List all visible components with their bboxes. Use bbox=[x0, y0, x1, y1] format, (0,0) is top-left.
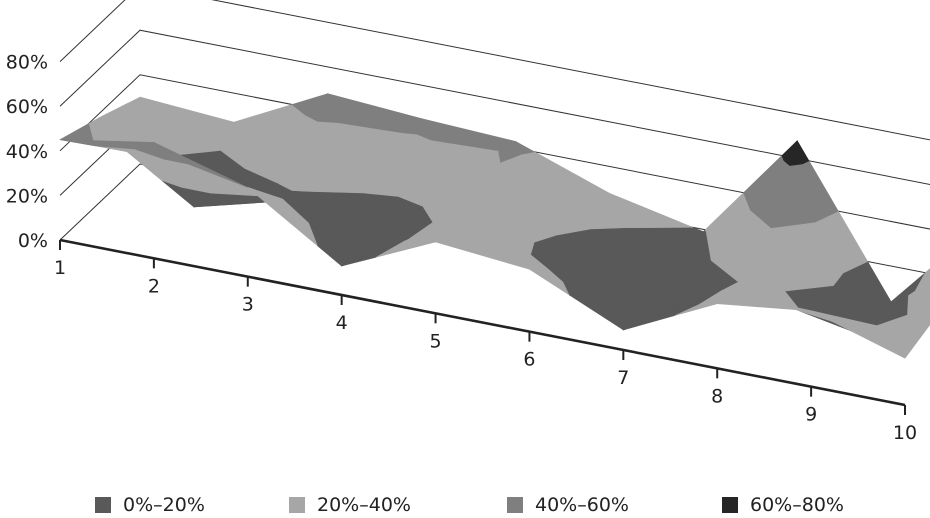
surface-patch bbox=[153, 142, 249, 188]
legend-item-60-80: 60%–80% bbox=[722, 492, 844, 518]
y-tick-label: 80% bbox=[6, 52, 48, 74]
surface-patch bbox=[674, 303, 718, 316]
x-tick-label: 6 bbox=[523, 349, 535, 371]
surface-patch bbox=[716, 303, 812, 312]
x-tick-label: 4 bbox=[336, 312, 348, 334]
surface-patch bbox=[416, 118, 432, 141]
surface-patch bbox=[529, 268, 570, 296]
x-tick-label: 5 bbox=[430, 330, 442, 352]
y-tick-label: 20% bbox=[6, 185, 48, 207]
surface-patch bbox=[59, 139, 155, 150]
surface-patch bbox=[375, 239, 436, 258]
legend-swatch-20-40 bbox=[289, 497, 305, 513]
surface-patch bbox=[317, 93, 339, 124]
surface-patch bbox=[435, 241, 530, 270]
surface-patch bbox=[590, 192, 626, 230]
y-tick-label: 60% bbox=[6, 96, 48, 118]
x-tick-label: 9 bbox=[805, 404, 817, 426]
surface-patch bbox=[244, 155, 278, 184]
x-tick-label: 10 bbox=[893, 422, 917, 444]
legend-label-40-60: 40%–60% bbox=[535, 494, 629, 516]
x-tick-label: 8 bbox=[711, 385, 723, 407]
y-axis-labels: 0% 20% 40% 60% 80% bbox=[6, 52, 48, 252]
x-tick-label: 1 bbox=[54, 257, 66, 279]
legend-label-0-20: 0%–20% bbox=[123, 494, 205, 516]
y-tick-label: 0% bbox=[18, 230, 48, 252]
surface-patch bbox=[907, 289, 930, 316]
gridline bbox=[59, 0, 930, 141]
surface-patch bbox=[810, 310, 906, 359]
surface-patch bbox=[291, 120, 356, 192]
x-tick-label: 2 bbox=[148, 275, 160, 297]
legend-label-20-40: 20%–40% bbox=[317, 494, 411, 516]
legend-item-40-60: 40%–60% bbox=[507, 492, 629, 518]
surface bbox=[59, 93, 930, 359]
legend-item-20-40: 20%–40% bbox=[289, 492, 411, 518]
x-axis-line bbox=[59, 238, 906, 407]
surface-patch bbox=[305, 166, 364, 194]
legend-swatch-60-80 bbox=[722, 497, 738, 513]
surface-patch bbox=[500, 141, 522, 163]
surface-patch bbox=[789, 140, 803, 166]
y-tick-label: 40% bbox=[6, 141, 48, 163]
legend-label-60-80: 60%–80% bbox=[750, 494, 844, 516]
legend-swatch-0-20 bbox=[95, 497, 111, 513]
surface-patch bbox=[914, 268, 930, 292]
gridline bbox=[59, 29, 930, 185]
surface-patch bbox=[398, 133, 449, 207]
chart-legend: 0%–20% 20%–40% 40%–60% 60%–80% bbox=[0, 492, 930, 518]
surface-patch bbox=[247, 187, 318, 246]
x-tick-label: 7 bbox=[617, 367, 629, 389]
legend-item-0-20: 0%–20% bbox=[95, 492, 205, 518]
x-axis: 1 2 3 4 5 6 7 8 9 10 bbox=[54, 238, 917, 444]
legend-swatch-40-60 bbox=[507, 497, 523, 513]
x-tick-label: 3 bbox=[242, 294, 254, 316]
